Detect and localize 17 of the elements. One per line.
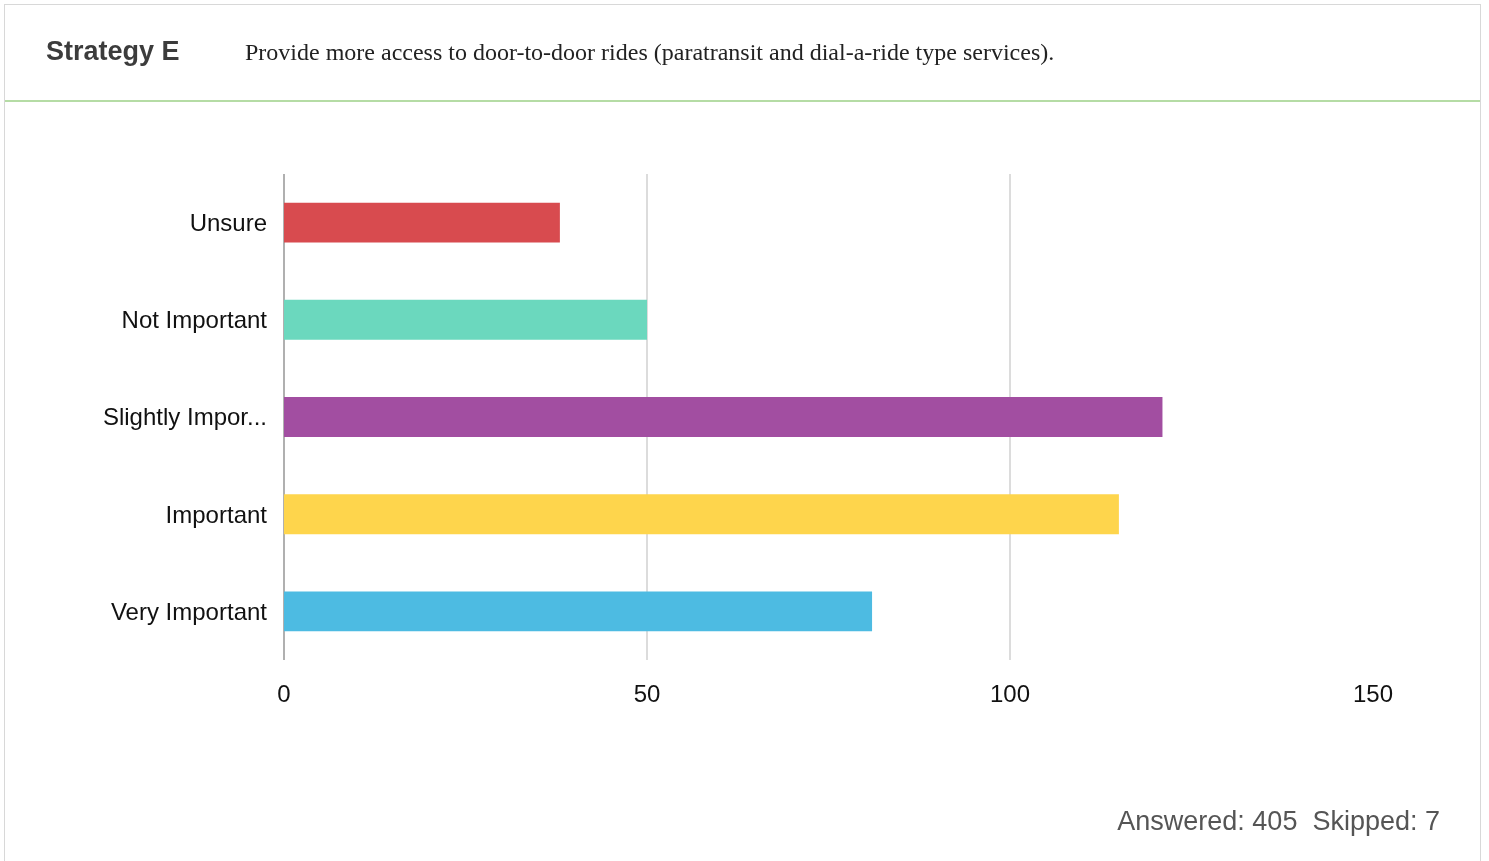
x-tick-label: 50 [633, 680, 661, 707]
chart-subtitle: Provide more access to door-to-door rides (paratransit and dial-a-ride type services). [245, 39, 1055, 66]
y-tick-label: Not Important [121, 306, 268, 334]
y-tick-label: Unsure [189, 209, 267, 236]
x-tick-label: 100 [989, 680, 1031, 707]
text: Answered: 405 Skipped: 7 [1117, 806, 1440, 837]
bar [284, 202, 560, 243]
y-tick-label: Slightly Impor... [102, 403, 267, 431]
chart-title: Strategy E [46, 36, 180, 67]
bar [284, 494, 1119, 535]
x-tick-label: 0 [277, 680, 291, 707]
y-tick-label: Very Important [110, 597, 268, 625]
bar [284, 397, 1163, 437]
bar [284, 299, 647, 340]
bar [284, 591, 873, 632]
x-tick-label: 150 [1352, 680, 1394, 707]
y-tick-label: Important [165, 500, 268, 528]
